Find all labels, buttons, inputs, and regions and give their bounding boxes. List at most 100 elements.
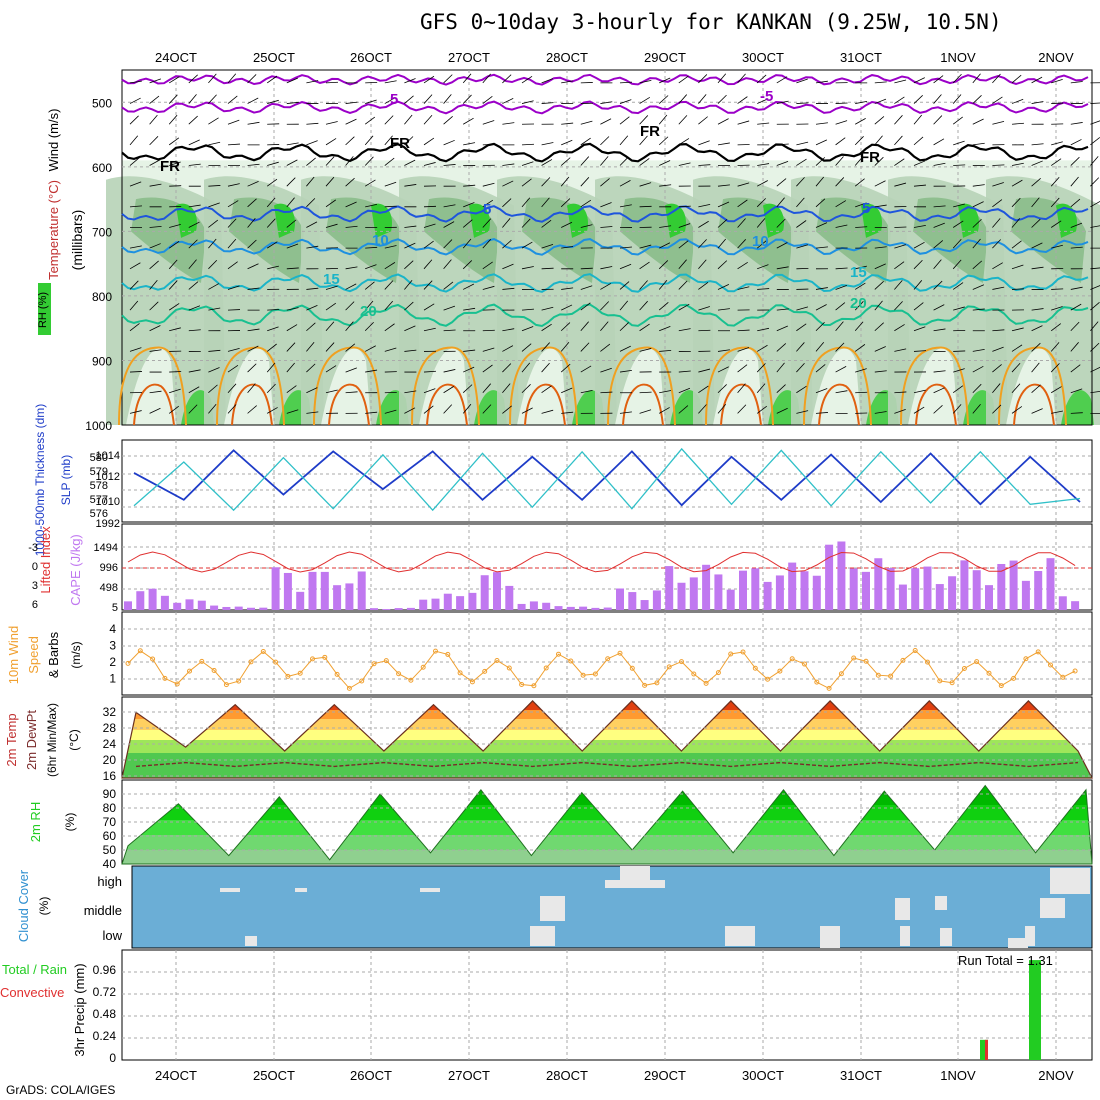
wind-barb	[835, 120, 848, 125]
wind-barb	[482, 218, 492, 228]
wind-barb	[1031, 408, 1043, 414]
wind-barb	[678, 405, 689, 414]
wind-barb	[757, 98, 769, 104]
wind-barb	[933, 94, 942, 104]
temp-contour-25	[900, 346, 969, 426]
wind-barb	[247, 405, 257, 414]
wind-label3: & Barbs	[46, 631, 61, 678]
cape-tick: 5	[112, 602, 118, 614]
wind-barb	[325, 365, 337, 373]
cloud-patch	[1050, 868, 1090, 894]
wind-barb	[737, 73, 746, 84]
slp-tick: 1992	[96, 518, 120, 530]
wind-series	[127, 649, 1076, 690]
wind-barb	[345, 391, 358, 394]
thickness-label: 1000-500mb Thickness (dm)	[33, 404, 47, 557]
wind-barb	[835, 284, 848, 290]
wind-barb	[502, 287, 515, 290]
wind-barb	[678, 205, 691, 208]
wind-barb	[482, 182, 495, 187]
wind-barb	[658, 95, 669, 104]
wind-barb	[1070, 342, 1079, 352]
wind-barb	[463, 202, 475, 208]
wind-barb	[815, 388, 828, 394]
contour-label: FR	[390, 135, 410, 152]
wind-barb	[855, 368, 867, 373]
wind-barb	[168, 405, 180, 414]
rh-dry-wedge	[419, 348, 469, 425]
wind-barb	[1070, 412, 1083, 414]
wind-barb	[521, 143, 535, 146]
wind-barb	[992, 364, 1002, 373]
wind-point	[568, 658, 574, 664]
wind-barb	[560, 157, 571, 166]
wind-barb	[384, 347, 397, 352]
wind-barb	[776, 76, 788, 84]
cape-bar	[234, 606, 243, 610]
wind-barb	[678, 94, 688, 104]
wind-barb	[149, 260, 159, 270]
wind-barb	[1011, 344, 1023, 352]
wind-barb	[874, 156, 884, 166]
wind-barb	[208, 73, 217, 84]
wind-barb	[796, 306, 809, 311]
cloud-patch	[1008, 938, 1028, 948]
cape-bar	[406, 607, 415, 610]
wind-barb	[717, 118, 729, 125]
day-label-bottom: 30OCT	[742, 1068, 784, 1083]
thickness-tick: 578	[90, 480, 108, 492]
wind-barb	[717, 73, 727, 84]
wind-barb	[1051, 306, 1063, 311]
wind-barb	[208, 283, 220, 290]
wind-barb	[208, 202, 220, 208]
wind-point	[617, 650, 623, 656]
temp-contour-15	[121, 273, 1089, 293]
wind-barb	[502, 163, 515, 166]
wind-barb	[384, 262, 396, 270]
temp-contour-25	[705, 346, 774, 426]
wind-point	[752, 665, 758, 671]
wind-barb	[286, 142, 299, 146]
wind-point	[1048, 662, 1053, 668]
wind-barb	[227, 238, 237, 249]
cloud-patch	[940, 928, 952, 946]
wind-barb	[1070, 222, 1083, 228]
wind-barb	[423, 405, 434, 414]
wind-barb	[502, 198, 512, 208]
wind-barb	[306, 245, 319, 249]
wind-barb	[1070, 139, 1082, 146]
wind-point	[802, 661, 807, 667]
cloud-patch	[900, 926, 910, 946]
wind-barb	[502, 180, 514, 187]
credit-label: GrADS: COLA/IGES	[6, 1083, 116, 1097]
cape-bar	[320, 571, 329, 610]
wind-barb	[267, 326, 279, 332]
wind-barb	[600, 321, 609, 332]
wind-barb	[678, 223, 691, 228]
wind-barb	[404, 390, 417, 394]
wind-barb	[423, 137, 435, 146]
wind-barb	[149, 390, 162, 394]
wind-barb	[423, 94, 433, 104]
wind-barb	[855, 226, 868, 228]
wind-barb	[913, 280, 923, 290]
wind-barb	[325, 81, 339, 84]
cape-bar	[296, 591, 305, 610]
temp-label2: 2m DewPt	[24, 710, 39, 770]
wind-barb	[1011, 288, 1025, 290]
wind-barb	[717, 142, 730, 146]
bottom-day-labels: 24OCT 25OCT 26OCT 27OCT 28OCT 29OCT 30OCT 31OCT…	[155, 1068, 1074, 1083]
wind-barb	[443, 281, 454, 290]
wind-barb	[1011, 74, 1022, 84]
wind-barb	[796, 323, 807, 332]
wind-barb	[1011, 98, 1024, 104]
wind-barb	[600, 202, 612, 208]
wind-barb	[894, 115, 903, 125]
upper-air-panel: 5 -5 FR FR FR FR 5 5 10 10 15 15 20 20 500 600 700 800 900…	[37, 69, 1100, 433]
wind-barb	[521, 384, 531, 394]
wind-barb	[894, 244, 906, 249]
wind-barb	[933, 75, 944, 84]
day-label-top: 2NOV	[1038, 50, 1074, 65]
